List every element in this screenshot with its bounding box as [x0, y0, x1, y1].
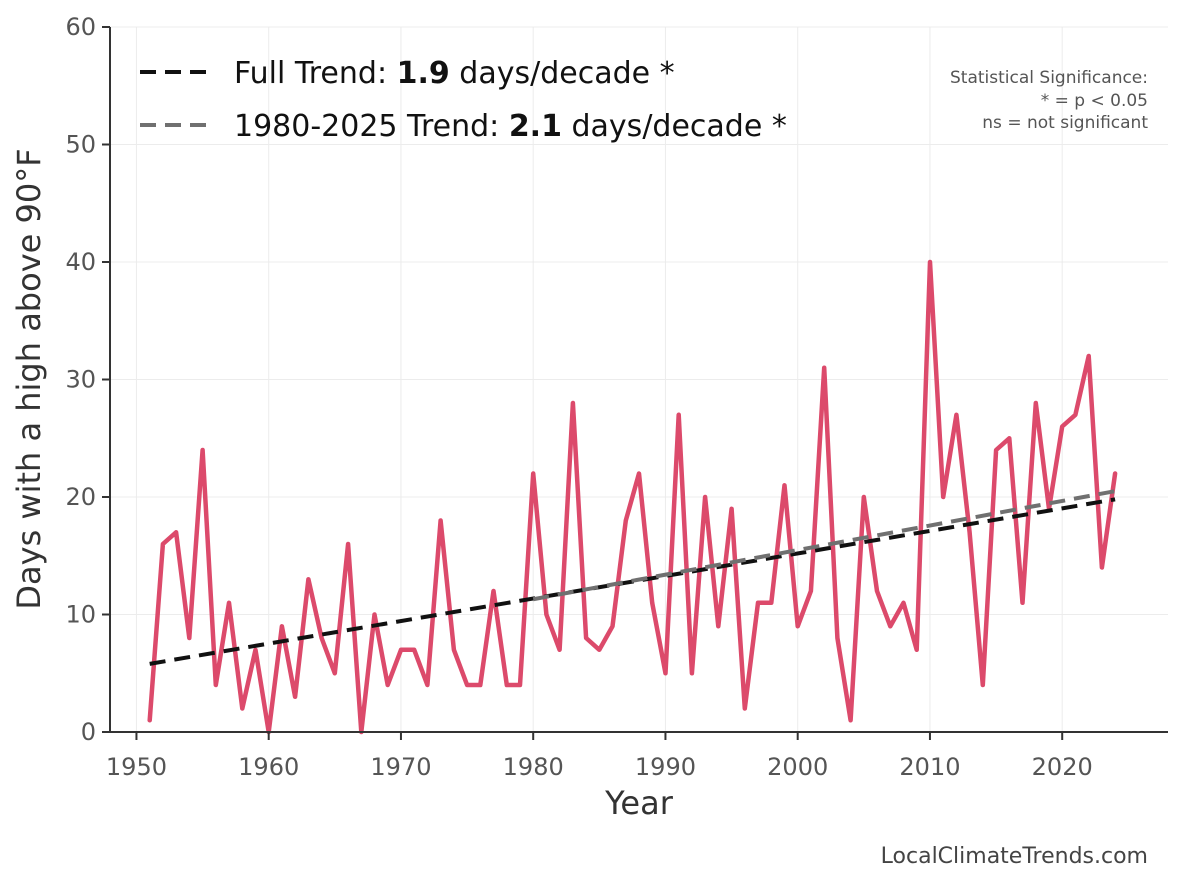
- watermark: LocalClimateTrends.com: [880, 844, 1148, 869]
- x-tick-label-1990: 1990: [635, 753, 696, 781]
- data-series: [147, 259, 1118, 735]
- tick-labels: 0 10 20 30 40 50 60 1950 1960 1970 1980 1990 2000 201…: [65, 13, 1092, 781]
- x-tick-label-1980: 1980: [503, 753, 564, 781]
- legend: Full Trend: 1.9 days/decade * 1980-2025 …: [140, 56, 787, 144]
- legend-label-full-trend: Full Trend: 1.9 days/decade *: [234, 56, 675, 91]
- y-tick-label-0: 0: [81, 718, 96, 746]
- x-tick-label-2000: 2000: [767, 753, 828, 781]
- y-axis-title: Days with a high above 90°F: [10, 148, 48, 609]
- significance-line-1: Statistical Significance:: [950, 68, 1148, 88]
- y-tick-label-60: 60: [65, 13, 96, 41]
- significance-line-2: * = p < 0.05: [1041, 91, 1148, 111]
- series-line-0: [147, 259, 1118, 735]
- y-tick-label-40: 40: [65, 248, 96, 276]
- y-tick-label-10: 10: [65, 601, 96, 629]
- x-tick-label-1970: 1970: [370, 753, 431, 781]
- axes: [102, 26, 1168, 740]
- x-tick-label-2020: 2020: [1032, 753, 1093, 781]
- y-tick-label-20: 20: [65, 483, 96, 511]
- y-tick-label-30: 30: [65, 366, 96, 394]
- significance-note: Statistical Significance: * = p < 0.05 n…: [950, 68, 1148, 133]
- significance-line-3: ns = not significant: [982, 113, 1148, 133]
- x-tick-label-2010: 2010: [899, 753, 960, 781]
- x-axis-title: Year: [604, 784, 674, 822]
- legend-label-1980-trend: 1980-2025 Trend: 2.1 days/decade *: [234, 109, 787, 144]
- x-tick-label-1960: 1960: [238, 753, 299, 781]
- y-tick-label-50: 50: [65, 131, 96, 159]
- x-tick-label-1950: 1950: [106, 753, 167, 781]
